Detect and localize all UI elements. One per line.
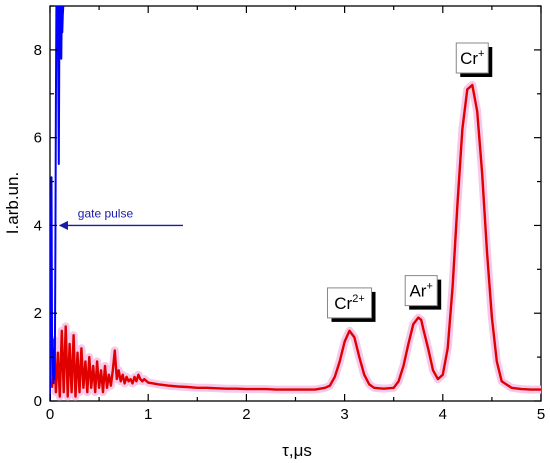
- peak-label-text: Ar+: [409, 281, 432, 301]
- x-tick-label: 3: [340, 406, 348, 423]
- signal-halo: [50, 81, 541, 401]
- gate-pulse-series-line: [50, 6, 65, 401]
- x-tick-label: 2: [242, 406, 250, 423]
- y-axis-label: I.arb.un.: [3, 172, 22, 234]
- x-axis-label: τ,μs: [282, 441, 312, 460]
- x-axis: 0 1 2 3 4 5: [46, 6, 545, 423]
- peak-labels: Cr2+ Ar+ Cr+: [327, 42, 493, 322]
- y-tick-label: 4: [34, 217, 42, 234]
- signal-series-line: [50, 83, 541, 398]
- y-tick-label: 8: [34, 42, 42, 59]
- peak-label-box: [455, 42, 489, 74]
- peak-label-box: [327, 287, 373, 319]
- x-tick-label: 4: [439, 406, 447, 423]
- peak-label-cr: Cr+: [455, 42, 493, 77]
- gate-pulse-label: gate pulse: [78, 206, 134, 220]
- y-axis: 0 2 4 6 8: [34, 5, 541, 410]
- peak-label-cr: Cr2+: [327, 287, 376, 322]
- peak-label-text: Cr2+: [334, 293, 365, 313]
- y-tick-label: 2: [34, 305, 42, 322]
- plot-series: [50, 6, 541, 401]
- peak-label-text: Cr+: [460, 48, 484, 68]
- gate-pulse-annotation: gate pulse: [58, 206, 183, 230]
- peak-label-ar: Ar+: [404, 275, 442, 310]
- y-tick-label: 0: [34, 393, 42, 410]
- x-tick-label: 0: [46, 406, 54, 423]
- peak-label-box: [404, 275, 438, 307]
- x-tick-label: 5: [537, 406, 545, 423]
- x-tick-label: 1: [144, 406, 152, 423]
- y-tick-label: 6: [34, 130, 42, 147]
